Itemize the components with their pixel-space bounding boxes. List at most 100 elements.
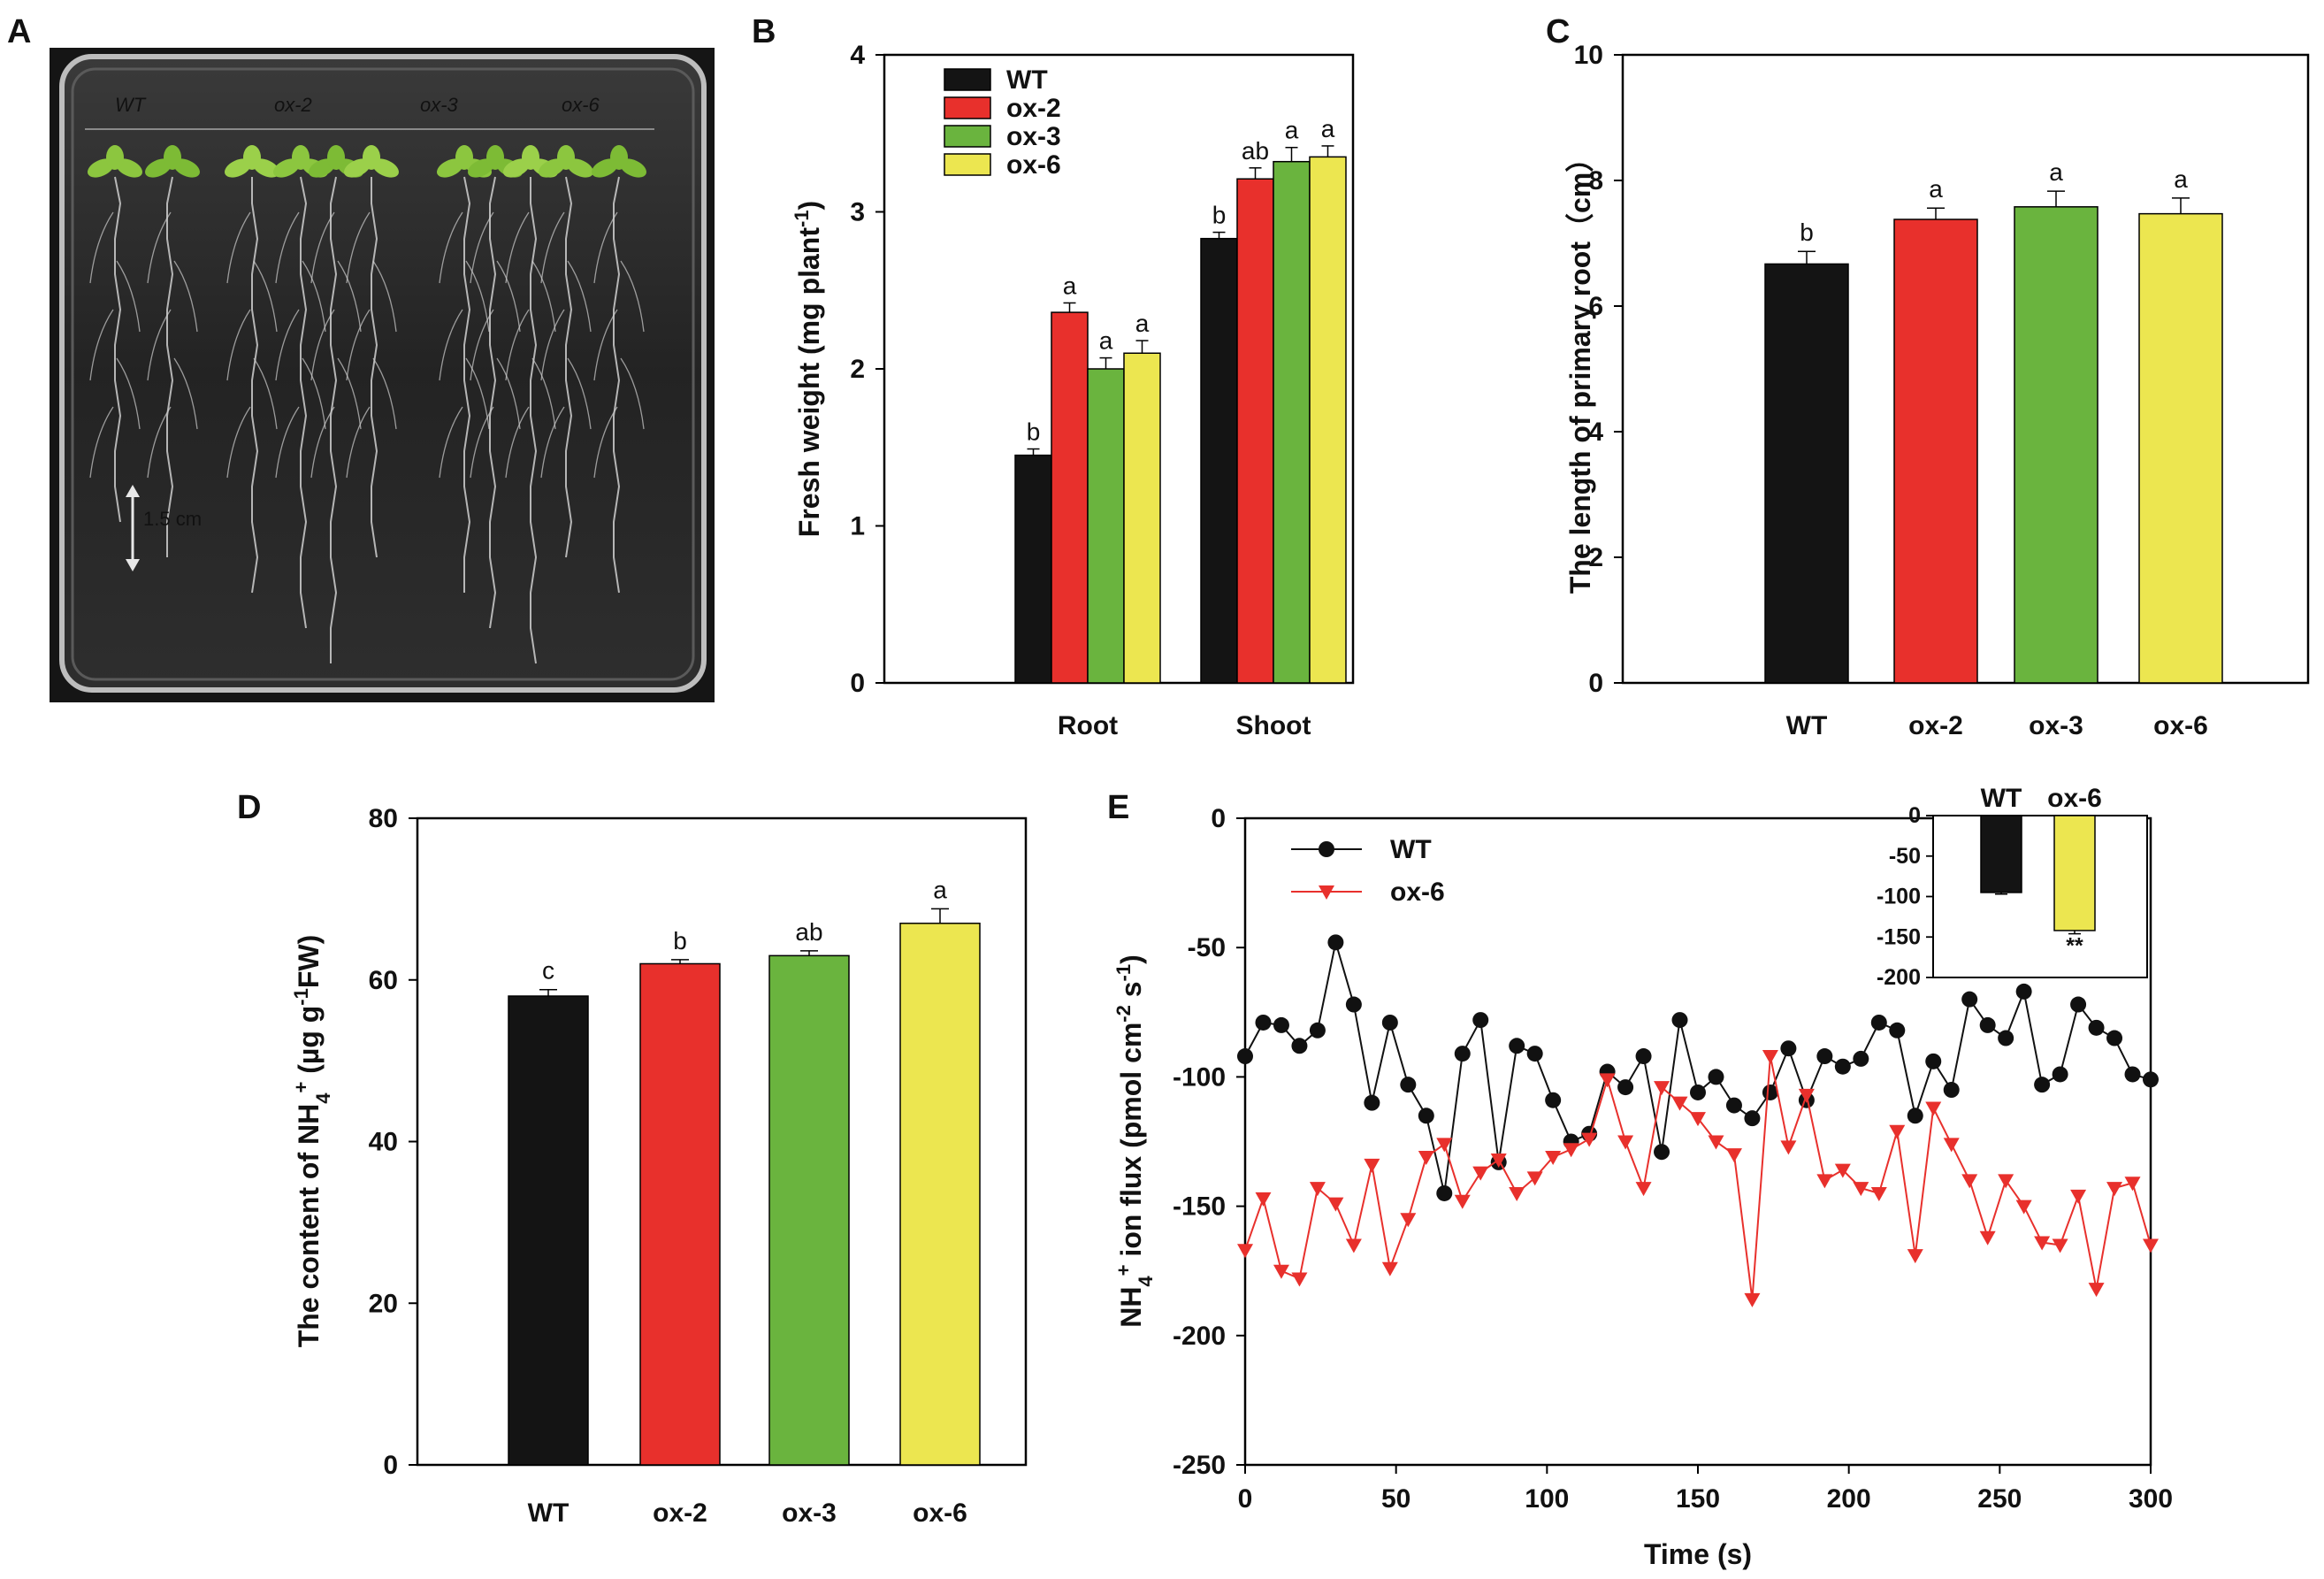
y-tick-label: 0 xyxy=(1588,669,1603,698)
data-point xyxy=(1907,1108,1923,1124)
data-point xyxy=(1255,1192,1272,1207)
data-point xyxy=(1834,1058,1851,1075)
lateral-root xyxy=(89,309,114,381)
bar xyxy=(1236,178,1274,684)
data-point xyxy=(1345,996,1362,1013)
data-point xyxy=(1654,1081,1670,1096)
data-point xyxy=(2015,983,2032,1000)
x-tick-label: 250 xyxy=(1977,1484,2022,1514)
plate-label-ox3: ox-3 xyxy=(420,94,459,116)
lateral-root xyxy=(226,309,251,381)
lateral-root xyxy=(465,357,490,430)
x-tick-label: WT xyxy=(1786,711,1828,740)
legend-label: ox-3 xyxy=(1006,122,1061,151)
legend-label: WT xyxy=(1006,65,1048,95)
bar xyxy=(508,995,589,1466)
root xyxy=(463,176,471,593)
data-point xyxy=(1925,1101,1942,1116)
lateral-root xyxy=(89,211,114,284)
data-point xyxy=(1998,1174,2014,1189)
significance-letter: a xyxy=(1321,115,1335,142)
lateral-root xyxy=(505,211,530,284)
y-tick-label: 1 xyxy=(850,512,865,541)
lateral-root xyxy=(302,357,326,430)
inset-y-tick-label: -200 xyxy=(1877,965,1921,990)
y-tick-label: 0 xyxy=(850,669,865,698)
significance-letter: a xyxy=(1929,175,1943,203)
data-point xyxy=(1617,1135,1634,1150)
data-point xyxy=(1400,1213,1417,1228)
y-axis-label: Fresh weight (mg plant-1) xyxy=(791,201,826,537)
y-tick-label: 4 xyxy=(850,41,865,70)
lateral-root xyxy=(470,309,494,381)
bar xyxy=(1309,156,1347,684)
data-point xyxy=(1744,1110,1761,1127)
data-point xyxy=(1870,1014,1887,1031)
plate-label-ox2: ox-2 xyxy=(274,94,312,116)
lateral-root xyxy=(346,406,371,479)
lateral-root xyxy=(275,406,300,479)
root xyxy=(489,176,497,629)
y-tick-label: -150 xyxy=(1173,1192,1226,1222)
leaf xyxy=(243,145,261,170)
data-point xyxy=(1526,1046,1543,1062)
chart-c: 0 2 4 6 8 10 b WT a ox-2 a ox-3 a ox-6 The length of p… xyxy=(1564,41,2310,740)
plate-label-ox6: ox-6 xyxy=(562,94,600,116)
data-point xyxy=(1237,1048,1253,1065)
data-point xyxy=(1273,1016,1289,1033)
data-point xyxy=(1291,1272,1308,1287)
data-point xyxy=(1327,934,1344,951)
data-point xyxy=(2052,1238,2068,1253)
data-point xyxy=(1762,1084,1778,1100)
data-point xyxy=(1798,1088,1815,1103)
panel-d-label: D xyxy=(237,789,261,826)
x-tick-label: 300 xyxy=(2129,1484,2173,1514)
data-point xyxy=(2124,1066,2141,1083)
leaf xyxy=(610,145,628,170)
inset-category-label: ox-6 xyxy=(2047,784,2102,813)
y-tick-label: 6 xyxy=(1588,292,1603,321)
x-tick-label: Shoot xyxy=(1236,711,1311,740)
lateral-root xyxy=(147,309,172,381)
x-axis-label: Time (s) xyxy=(1644,1538,1752,1570)
significance-letter: a xyxy=(1099,327,1113,355)
data-point xyxy=(1834,1163,1851,1178)
data-point xyxy=(1690,1084,1706,1100)
x-tick-label: ox-2 xyxy=(1908,711,1963,740)
lateral-root xyxy=(310,309,335,381)
y-tick-label: 80 xyxy=(369,804,398,833)
data-point xyxy=(1364,1094,1380,1111)
significance-letter: a xyxy=(2049,158,2063,186)
bar xyxy=(2014,206,2098,684)
lateral-root xyxy=(470,211,494,284)
significance-letter: a xyxy=(1135,310,1150,337)
lateral-root xyxy=(620,357,645,430)
panel-c: C 0 2 4 6 8 10 b WT a ox-2 a ox-3 a ox-6 The length of… xyxy=(1546,13,2310,740)
lateral-root xyxy=(540,406,565,479)
lateral-root xyxy=(173,260,198,333)
lateral-root xyxy=(346,309,371,381)
lateral-root xyxy=(593,211,618,284)
significance-letter: ab xyxy=(1242,137,1269,165)
data-point xyxy=(1925,1053,1942,1069)
data-point xyxy=(1853,1182,1869,1197)
data-point xyxy=(1273,1264,1289,1279)
legend-marker xyxy=(1319,841,1334,857)
data-point xyxy=(1418,1108,1434,1124)
panel-e-label: E xyxy=(1107,789,1129,826)
data-point xyxy=(1436,1184,1453,1201)
leaf xyxy=(557,145,575,170)
data-point xyxy=(1545,1151,1562,1166)
data-point xyxy=(1309,1022,1326,1039)
data-point xyxy=(1762,1050,1778,1065)
significance-letter: b xyxy=(1212,202,1227,229)
bar xyxy=(1273,160,1311,684)
lateral-root xyxy=(465,260,490,333)
plate-inner-rim xyxy=(71,67,695,681)
root xyxy=(613,176,621,594)
data-point xyxy=(2070,1189,2087,1204)
data-point xyxy=(1509,1186,1525,1201)
inset-y-tick-label: -100 xyxy=(1877,885,1921,909)
lateral-root xyxy=(275,211,300,284)
